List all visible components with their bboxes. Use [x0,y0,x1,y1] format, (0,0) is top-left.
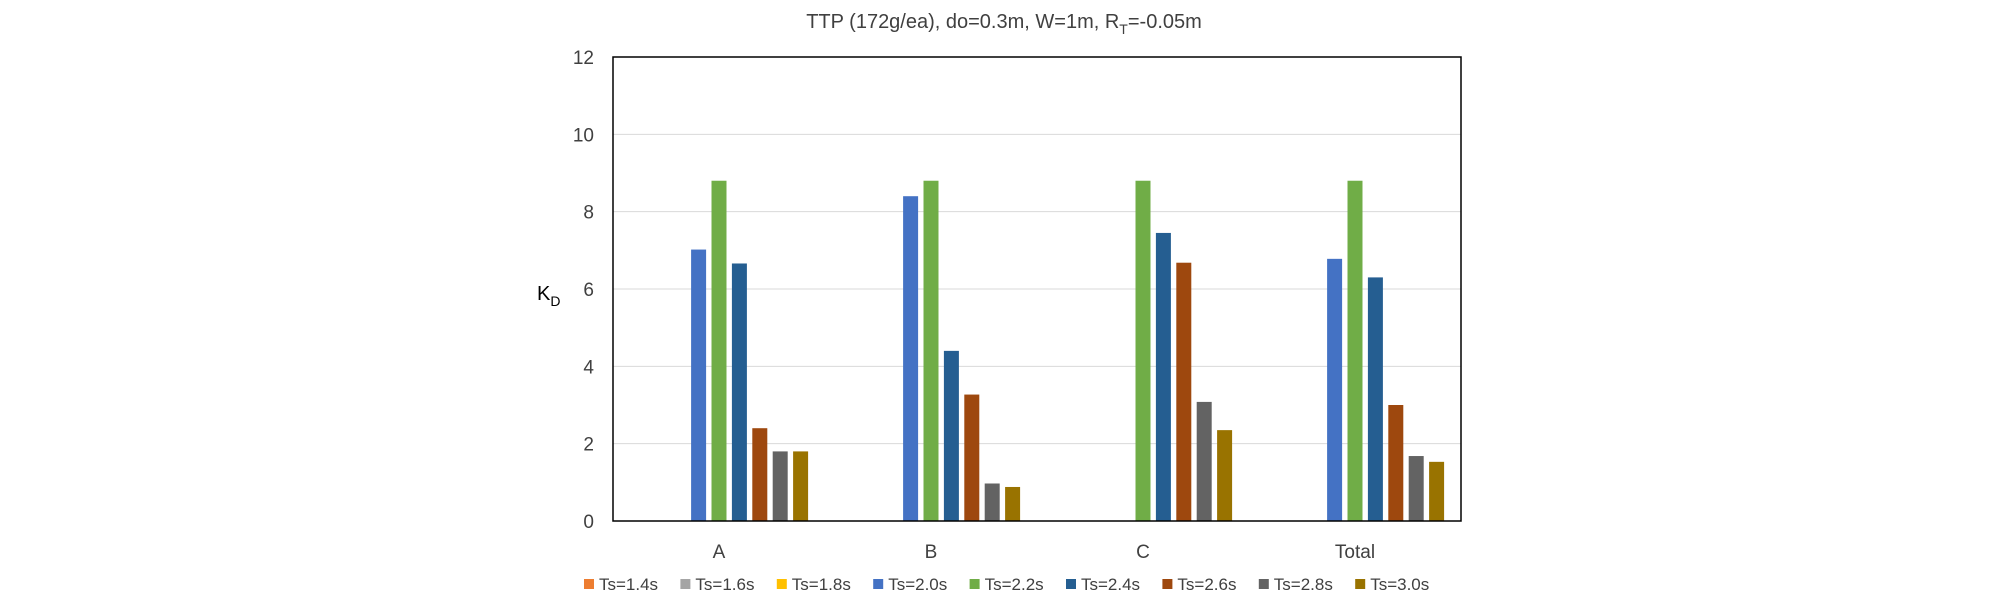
legend-swatch [584,579,594,589]
y-tick-label: 8 [583,203,594,224]
x-tick-label: A [713,542,726,563]
bar-a-ts-2-4s [731,263,747,521]
bar-c-ts-2-4s [1155,232,1171,521]
bar-c-ts-2-8s [1196,401,1212,521]
x-tick-label: Total [1335,542,1375,563]
y-tick-label: 10 [573,125,594,146]
y-axis-label-subscript: D [550,293,560,309]
chart-title-main: TTP (172g/ea), do=0.3m, W=1m, R [806,11,1119,33]
bar-c-ts-2-6s [1176,262,1192,521]
bar-total-ts-2-8s [1408,456,1424,521]
gridlines [613,133,1461,445]
legend-swatch [776,579,787,589]
bar-a-ts-2-8s [772,451,788,521]
bars [691,180,1445,521]
legend: Ts=1.4s Ts=1.6s Ts=1.8s Ts=2.0s Ts=2.2s Ts=2.… [584,575,1429,594]
legend-swatch [1258,579,1269,589]
legend-label: Ts=1.6s [695,575,754,594]
bar-total-ts-2-6s [1388,405,1404,521]
bar-total-ts-3-0s [1429,461,1445,521]
x-tick-label: B [925,542,938,563]
y-tick-label: 4 [583,357,594,378]
legend-swatch [680,579,691,589]
y-tick-labels: 0 2 4 6 8 10 12 [573,48,595,533]
x-tick-label: C [1136,542,1150,563]
chart-title-tail: =-0.05m [1128,11,1202,33]
plot-frame [612,56,1462,522]
bar-c-ts-3-0s [1217,430,1233,521]
y-axis-label-main: K [537,283,551,305]
bar-a-ts-2-2s [711,180,727,521]
chart-title: TTP (172g/ea), do=0.3m, W=1m, RT=-0.05m [806,11,1202,37]
bar-b-ts-2-2s [923,180,939,521]
y-tick-label: 2 [583,435,594,456]
legend-label: Ts=1.8s [792,575,851,594]
bar-a-ts-2-0s [691,249,707,521]
y-tick-label: 12 [573,48,594,69]
bar-total-ts-2-0s [1327,258,1343,521]
bar-b-ts-3-0s [1005,486,1021,521]
chart-title-subscript: T [1119,21,1128,37]
legend-swatch [969,579,980,589]
legend-swatch [1066,579,1076,589]
y-axis-label: KD [537,283,560,309]
y-tick-label: 6 [583,280,594,301]
bar-b-ts-2-0s [903,196,919,521]
bar-b-ts-2-8s [984,483,1000,521]
legend-label: Ts=2.8s [1274,575,1333,594]
x-tick-labels: A B C Total [713,542,1375,563]
legend-label: Ts=3.0s [1370,575,1429,594]
legend-label: Ts=2.2s [985,575,1044,594]
legend-label: Ts=1.4s [599,575,658,594]
y-tick-label: 0 [583,512,594,533]
legend-label: Ts=2.0s [888,575,947,594]
legend-label: Ts=2.4s [1081,575,1140,594]
legend-swatch [873,579,884,589]
bar-a-ts-3-0s [793,451,809,521]
bar-b-ts-2-4s [943,350,959,521]
bar-c-ts-2-2s [1135,180,1151,521]
bar-b-ts-2-6s [964,394,980,521]
bar-a-ts-2-6s [752,428,768,521]
legend-swatch [1162,579,1173,589]
bar-total-ts-2-4s [1367,277,1383,521]
bar-total-ts-2-2s [1347,180,1363,521]
legend-label: Ts=2.6s [1177,575,1236,594]
legend-swatch [1355,579,1366,589]
